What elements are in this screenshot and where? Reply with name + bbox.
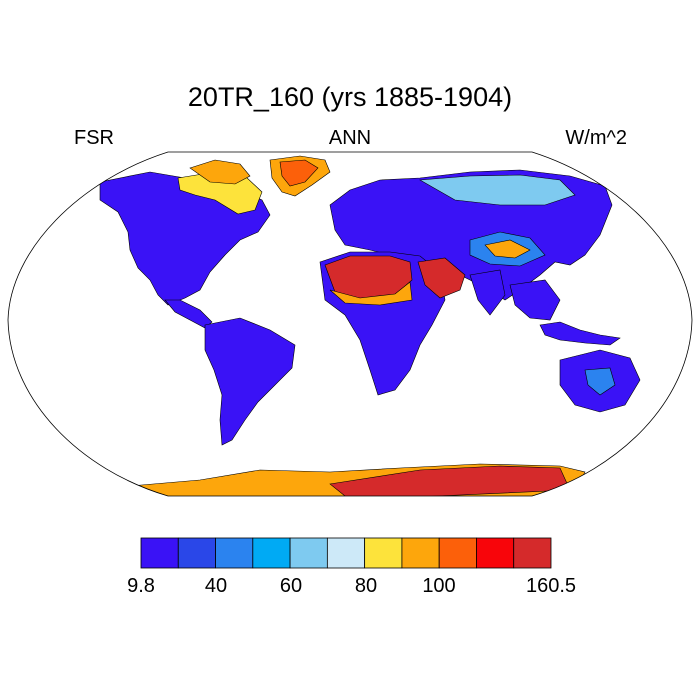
australia-center (584, 367, 616, 396)
colorbar-tick-label: 160.5 (525, 575, 577, 597)
colorbar-tick-label: 60 (279, 575, 303, 597)
tibet-hot (484, 239, 531, 259)
map-boundary (7, 151, 693, 497)
antarctica-core (329, 465, 571, 496)
colorbar-box (140, 537, 179, 569)
colorbar-box (215, 537, 254, 569)
central-america (164, 299, 213, 329)
colorbar-box (364, 537, 403, 569)
colorbar-tick-label: 80 (354, 575, 378, 597)
colorbar-box (438, 537, 477, 569)
arabia (417, 257, 466, 299)
colorbar (140, 537, 552, 569)
colorbar-box (401, 537, 440, 569)
units-label: W/m^2 (565, 127, 627, 149)
south-america (204, 317, 296, 446)
plot-title: 20TR_160 (yrs 1885-1904) (187, 82, 513, 112)
colorbar-box (326, 537, 366, 569)
colorbar-tick-label: 9.8 (127, 575, 155, 597)
season-label: ANN (328, 127, 372, 149)
colorbar-box (252, 537, 291, 569)
india (469, 269, 506, 316)
colorbar-tick-label: 40 (204, 575, 228, 597)
se-asia (509, 279, 561, 321)
canada-arctic-orange (189, 159, 251, 185)
colorbar-tick-label: 100 (422, 575, 456, 597)
greenland-core (279, 159, 319, 187)
variable-label: FSR (74, 127, 114, 149)
siberia-light (419, 174, 576, 206)
sahara-edge (329, 281, 413, 306)
colorbar-box (177, 537, 216, 569)
colorbar-box (513, 537, 552, 569)
indonesia (539, 321, 621, 346)
colorbar-box (476, 537, 515, 569)
colorbar-box (289, 537, 328, 569)
